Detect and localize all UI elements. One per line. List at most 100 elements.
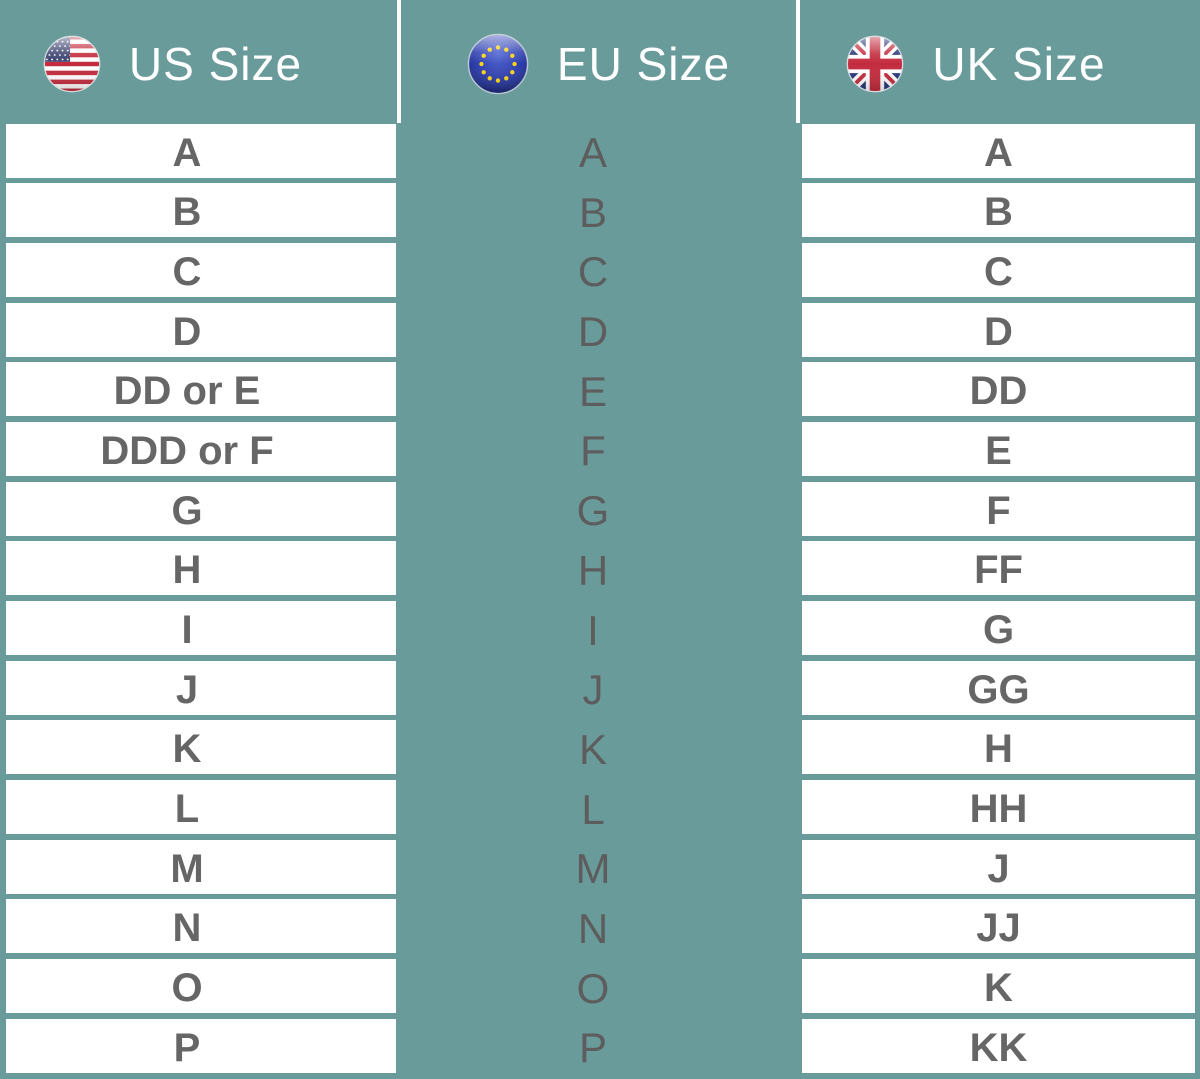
table-row: A — [802, 123, 1195, 178]
size-cell: A — [578, 129, 607, 176]
table-row: KK — [802, 1018, 1195, 1073]
header-label-eu: EU Size — [556, 37, 731, 90]
table-row: F — [401, 422, 796, 476]
size-cell: DD — [969, 369, 1028, 414]
size-cell: C — [172, 249, 202, 294]
size-cell: I — [181, 608, 193, 652]
size-cell: N — [172, 906, 202, 951]
size-cell: I — [587, 606, 599, 654]
table-row: H — [401, 541, 796, 595]
size-cell: H — [984, 727, 1013, 772]
table-row: P — [401, 1019, 796, 1073]
us-flag-icon — [43, 35, 101, 92]
table-row: C — [6, 242, 396, 297]
table-row: M — [6, 839, 396, 894]
size-cell: HH — [969, 787, 1028, 832]
size-cell: GG — [967, 667, 1030, 712]
size-cell: KK — [969, 1025, 1028, 1070]
table-row: N — [401, 899, 796, 953]
table-row: H — [6, 541, 396, 596]
table-row: D — [802, 302, 1195, 357]
table-row: F — [802, 481, 1195, 536]
table-row: D — [401, 303, 796, 357]
size-cell: M — [575, 845, 611, 893]
table-row: M — [401, 840, 796, 894]
header-divider-left — [397, 0, 401, 123]
size-cell: DDD or F — [100, 428, 274, 473]
header-uk-size: UK Size — [800, 0, 1200, 123]
table-row: GG — [802, 660, 1195, 715]
table-row: C — [401, 243, 796, 297]
table-row: A — [6, 123, 396, 178]
size-cell: F — [580, 427, 606, 475]
table-row: JJ — [802, 899, 1195, 954]
size-cell: G — [171, 488, 203, 533]
table-row: D — [6, 302, 396, 357]
table-row: O — [401, 959, 796, 1013]
table-row: G — [802, 601, 1195, 655]
size-cell: O — [171, 966, 203, 1011]
size-cell: B — [172, 190, 202, 235]
table-row: H — [802, 720, 1195, 775]
table-row: N — [6, 899, 396, 954]
size-cell: C — [984, 249, 1013, 294]
size-cell: P — [173, 1025, 201, 1070]
size-cell: L — [174, 787, 200, 832]
size-cell: B — [578, 188, 607, 236]
size-cell: JJ — [976, 906, 1021, 951]
header-label-us: US Size — [128, 37, 303, 90]
table-row: G — [6, 481, 396, 536]
table-row: I — [6, 601, 396, 655]
size-cell: FF — [974, 548, 1023, 593]
size-cell: H — [577, 546, 609, 594]
table-row: K — [802, 959, 1195, 1014]
table-row: L — [6, 780, 396, 835]
size-cell: G — [982, 608, 1015, 652]
size-cell: F — [986, 488, 1011, 533]
size-cell: K — [578, 725, 607, 773]
size-cell: E — [985, 428, 1012, 473]
table-row: DD or E — [6, 362, 396, 417]
table-row: K — [6, 720, 396, 775]
table-row: I — [401, 601, 796, 655]
table-row: A — [401, 124, 796, 178]
table-row: B — [802, 183, 1195, 238]
size-cell: N — [577, 904, 609, 952]
size-cell: K — [172, 727, 202, 772]
size-cell: E — [578, 367, 607, 415]
column-uk-sizes: A B C D DD E F FF G GG H HH J JJ K KK — [802, 123, 1195, 1073]
size-cell: O — [576, 964, 610, 1012]
size-cell: DD or E — [113, 369, 261, 414]
uk-flag-icon — [847, 35, 904, 92]
size-cell: D — [577, 308, 609, 356]
size-cell: K — [984, 966, 1013, 1011]
table-row: E — [802, 421, 1195, 476]
table-row: B — [401, 183, 796, 237]
size-cell: B — [984, 190, 1013, 235]
size-cell: J — [175, 667, 199, 712]
table-row: FF — [802, 541, 1195, 596]
table-row: C — [802, 242, 1195, 297]
size-cell: G — [576, 487, 610, 535]
size-cell: L — [581, 785, 605, 833]
eu-flag-icon — [467, 33, 529, 94]
table-row: DD — [802, 362, 1195, 417]
table-row: J — [802, 839, 1195, 894]
table-row: B — [6, 183, 396, 238]
size-cell: A — [172, 130, 202, 175]
header-us-size: US Size — [0, 0, 397, 123]
table-row: G — [401, 482, 796, 536]
table-row: HH — [802, 780, 1195, 835]
size-cell: A — [984, 130, 1013, 175]
table-row: K — [401, 720, 796, 774]
header-label-uk: UK Size — [932, 37, 1106, 90]
table-row: L — [401, 780, 796, 834]
size-cell: C — [577, 248, 609, 296]
size-cell: J — [987, 846, 1010, 891]
table-row: P — [6, 1018, 396, 1073]
size-cell: P — [578, 1024, 607, 1072]
size-cell: J — [582, 666, 604, 714]
